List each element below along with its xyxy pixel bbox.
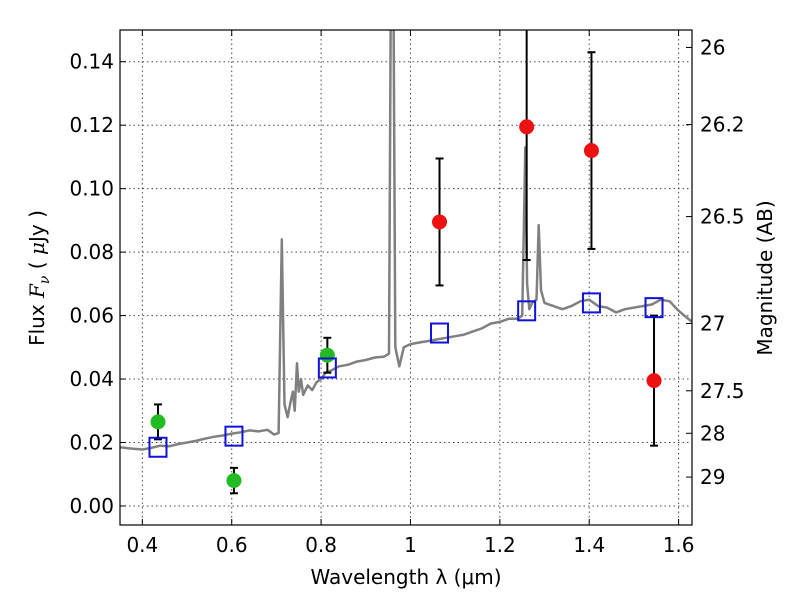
y2-tick-label: 29 [700, 465, 725, 489]
y2-tick-label: 26.5 [700, 205, 745, 229]
data-points-layer [148, 30, 664, 495]
model-photometry-square [148, 436, 168, 458]
y2-tick-label: 28 [700, 421, 725, 445]
photometry-point [646, 373, 662, 389]
x-tick-label: 1.4 [573, 533, 605, 557]
model-spectrum-layer [120, 30, 692, 451]
y2-tick-label: 26.2 [700, 113, 745, 137]
y-axis-label: Flux Fν ( μJy ) [25, 210, 53, 346]
model-photometry-square [224, 425, 244, 447]
y-tick-label: 0.10 [69, 177, 114, 201]
model-photometry-square [581, 292, 601, 314]
x-tick-label: 0.8 [305, 533, 337, 557]
model-spectrum-line [120, 30, 692, 451]
photometry-point [519, 119, 535, 135]
grid-lines [120, 30, 692, 525]
x-tick-label: 0.4 [126, 533, 158, 557]
model-photometry-square [517, 300, 537, 322]
y-tick-label: 0.02 [69, 431, 114, 455]
y-tick-label: 0.08 [69, 240, 114, 264]
x-axis-label: Wavelength λ (μm) [310, 565, 501, 589]
ticks-layer: 0.4 0.6 0.8 1 1.2 1.4 1.6 0.00 0.02 0.04 0.06 0.08 0… [69, 30, 745, 557]
y2-tick-label: 27 [700, 312, 725, 336]
photometry-point [583, 143, 599, 159]
y-tick-label: 0.06 [69, 304, 114, 328]
y2-tick-label: 26 [700, 35, 725, 59]
y-tick-label: 0.12 [69, 113, 114, 137]
y2-axis-label: Magnitude (AB) [753, 200, 777, 355]
photometry-point [319, 347, 335, 363]
model-photometry-square [430, 322, 450, 344]
x-tick-label: 1.2 [484, 533, 516, 557]
y2-tick-label: 27.5 [700, 379, 745, 403]
plot-frame [119, 29, 693, 526]
photometry-point [226, 473, 242, 489]
model-photometry-square [317, 357, 337, 379]
x-tick-label: 1 [404, 533, 417, 557]
model-photometry-square [644, 297, 664, 319]
x-tick-label: 0.6 [216, 533, 248, 557]
y-tick-label: 0.00 [69, 494, 114, 518]
x-tick-label: 1.6 [663, 533, 695, 557]
y-tick-label: 0.14 [69, 50, 114, 74]
y-tick-label: 0.04 [69, 367, 114, 391]
photometry-point [432, 214, 448, 230]
photometry-point [150, 414, 166, 430]
